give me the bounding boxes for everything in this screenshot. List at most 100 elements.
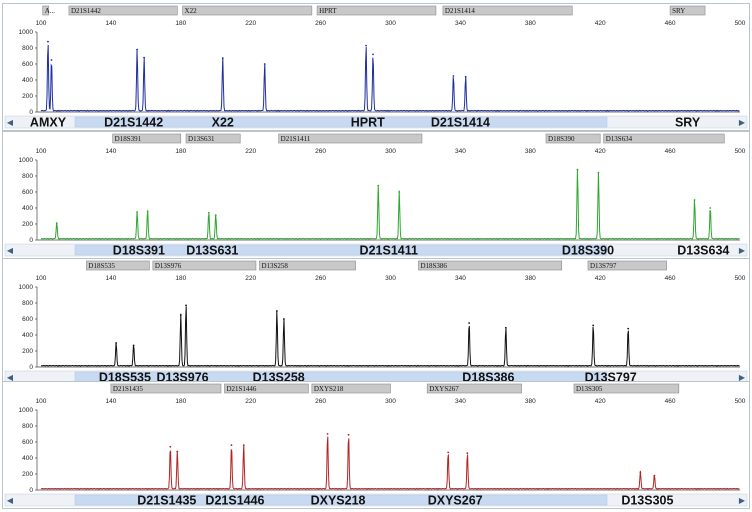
peak-point: [372, 53, 374, 56]
y-tick-label: 0: [29, 237, 33, 244]
marker-bin: [418, 260, 563, 271]
peak-point: [365, 44, 367, 47]
peak-point: [136, 48, 139, 51]
marker-bin: [603, 133, 725, 144]
marker-bin-label: D21S1411: [281, 135, 311, 143]
peak-point: [221, 57, 224, 60]
marker-bin: [86, 260, 150, 271]
x-tick-label: 220: [245, 275, 256, 282]
y-tick-label: 0: [29, 109, 33, 116]
marker-bin-label: D13S976: [155, 262, 182, 270]
peak-point: [398, 191, 401, 193]
scroll-right-icon: ▶: [739, 246, 746, 255]
x-tick-label: 140: [105, 20, 116, 27]
peak-point: [466, 452, 469, 455]
x-tick-label: 420: [595, 20, 606, 27]
scroll-right-icon: ▶: [739, 118, 746, 127]
marker-bin: [545, 133, 601, 144]
x-tick-label: 180: [175, 148, 186, 155]
marker-bin: [259, 260, 356, 271]
electropherogram-panel-4: D21S1435 D21S1446 DXYS218 DXYS267 D13S305 100…: [2, 381, 750, 509]
scrollbar-thumb: [74, 494, 608, 506]
marker-bin: [152, 260, 257, 271]
x-tick-label: 140: [105, 275, 116, 282]
y-tick-label: 400: [22, 332, 33, 339]
x-tick-label: 340: [455, 20, 466, 27]
marker-bin-label: DXYS218: [314, 385, 344, 393]
peak-point: [55, 222, 58, 225]
signal-trace: [40, 169, 740, 240]
x-tick-label: 180: [175, 275, 186, 282]
y-tick-label: 800: [22, 173, 33, 180]
locus-label: D21S1435: [137, 494, 196, 508]
peak-point: [136, 211, 139, 213]
marker-bin-label: D21S1414: [445, 7, 475, 15]
x-tick-label: 300: [385, 275, 396, 282]
chart-svg: D18S535 D13S976 D13S258 D18S386 D13S797 100 14…: [4, 260, 748, 385]
peak-point: [468, 322, 471, 324]
marker-bin-label: D18S535: [88, 262, 115, 270]
scroll-left-icon: ◀: [7, 246, 14, 255]
x-tick-label: 380: [525, 398, 536, 405]
x-tick-label: 500: [735, 398, 746, 405]
peak-point: [627, 327, 630, 330]
x-tick-label: 100: [36, 148, 47, 155]
x-tick-label: 340: [455, 275, 466, 282]
electropherogram-panel-1: A... D21S1442 X22 HPRT D21S1414 SRY 100 140 180 2…: [2, 3, 750, 131]
x-tick-label: 500: [735, 20, 746, 27]
x-tick-label: 260: [315, 275, 326, 282]
x-tick-label: 460: [665, 20, 676, 27]
peak-point: [132, 344, 135, 347]
scroll-right-icon: ▶: [739, 373, 746, 382]
marker-bin-label: D21S1442: [71, 7, 101, 15]
peak-point: [263, 63, 266, 65]
marker-bin: [42, 5, 50, 16]
marker-bin-label: D13S258: [261, 262, 288, 270]
locus-label: D21S1442: [104, 116, 163, 130]
marker-bin: [110, 383, 222, 394]
scroll-left-icon: ◀: [7, 496, 14, 505]
x-tick-label: 260: [315, 20, 326, 27]
y-tick-label: 200: [22, 348, 33, 355]
scroll-left-icon: ◀: [7, 118, 14, 127]
marker-bin: [112, 133, 182, 144]
x-tick-label: 420: [595, 275, 606, 282]
x-tick-label: 260: [315, 148, 326, 155]
electropherogram-panel-2: D18S391 D13S631 D21S1411 D18S390 D13S634 100 1…: [2, 131, 750, 259]
marker-bin-label: SRY: [672, 7, 685, 15]
marker-bin-label: DXYS267: [429, 385, 459, 393]
locus-label: SRY: [675, 116, 701, 130]
scroll-right-icon: ▶: [739, 496, 746, 505]
peak-point: [115, 342, 118, 344]
peak-point: [230, 444, 233, 447]
x-tick-label: 500: [735, 275, 746, 282]
marker-bin-label: HPRT: [319, 7, 337, 15]
y-tick-label: 400: [22, 205, 33, 212]
x-tick-label: 460: [665, 275, 676, 282]
y-tick-label: 200: [22, 93, 33, 100]
peak-point: [276, 310, 278, 312]
electropherogram-panel-3: D18S535 D13S976 D13S258 D18S386 D13S797 100 14…: [2, 258, 750, 386]
peak-point: [179, 314, 182, 316]
peak-point: [653, 474, 656, 477]
marker-bin-label: D18S391: [115, 135, 142, 143]
marker-bin: [669, 5, 706, 16]
x-tick-label: 420: [595, 148, 606, 155]
x-tick-label: 180: [175, 398, 186, 405]
marker-bin-label: D13S634: [606, 135, 633, 143]
x-tick-label: 220: [245, 398, 256, 405]
peak-point: [447, 451, 450, 454]
peak-point: [377, 184, 380, 187]
locus-label: D13S634: [677, 244, 729, 258]
marker-bin-label: D18S390: [548, 135, 575, 143]
locus-label: DXYS218: [311, 494, 366, 508]
x-tick-label: 180: [175, 20, 186, 27]
locus-label: AMXY: [30, 116, 67, 130]
marker-bin: [68, 5, 178, 16]
y-tick-label: 200: [22, 221, 33, 228]
y-tick-label: 0: [29, 364, 33, 371]
peak-point: [693, 199, 696, 201]
marker-bin-label: D13S305: [576, 385, 603, 393]
x-tick-label: 420: [595, 398, 606, 405]
marker-bin-label: D13S631: [188, 135, 215, 143]
